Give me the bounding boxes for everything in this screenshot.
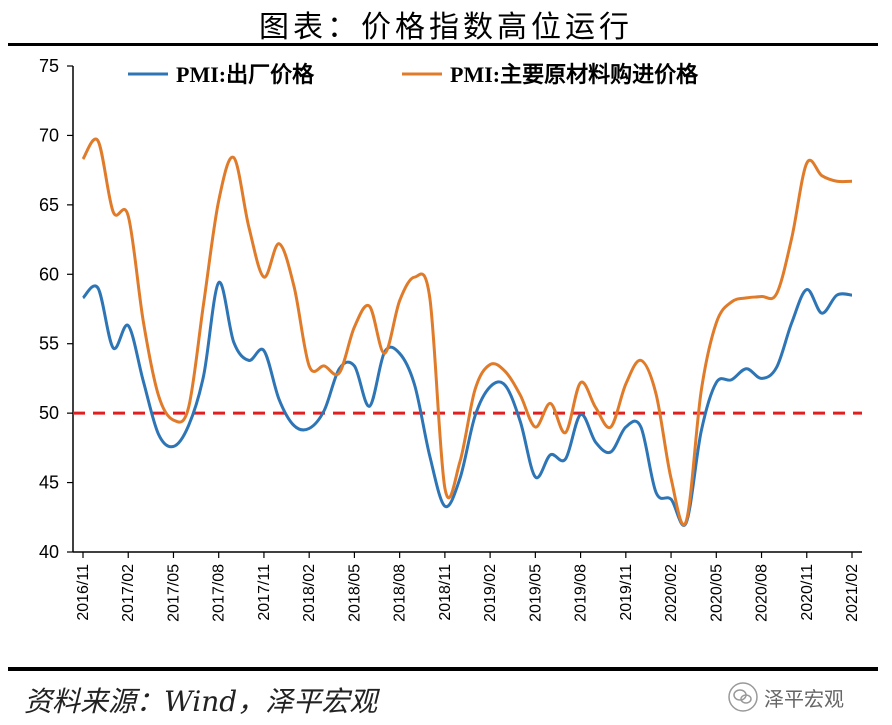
chart-axes: 40 45 50 55 60 65 70 75 2016/11 2017/02 2017/05 201… — [39, 56, 862, 622]
x-tick-label: 2017/05 — [165, 564, 182, 622]
legend-label-1: PMI:主要原材料购进价格 — [450, 62, 699, 87]
y-tick-label: 65 — [39, 195, 59, 215]
x-tick-label: 2019/05 — [527, 564, 544, 622]
chart: 40 45 50 55 60 65 70 75 2016/11 2017/02 2017/05 201… — [39, 56, 862, 622]
y-tick-label: 55 — [39, 334, 59, 354]
x-tick-label: 2018/08 — [392, 564, 409, 622]
top-rule — [8, 43, 878, 46]
y-tick-label: 45 — [39, 473, 59, 493]
bottom-rule — [8, 667, 878, 671]
y-tick-label: 60 — [39, 264, 59, 284]
legend-label-0: PMI:出厂价格 — [176, 62, 315, 87]
watermark-text: 泽平宏观 — [764, 686, 844, 711]
x-tick-label: 2016/11 — [75, 564, 92, 621]
y-tick-label: 75 — [39, 56, 59, 76]
x-tick-label: 2019/11 — [618, 564, 635, 621]
y-tick-label: 40 — [39, 542, 59, 562]
chart-legend: PMI:出厂价格 PMI:主要原材料购进价格 — [128, 62, 699, 87]
x-tick-label: 2017/08 — [211, 564, 228, 622]
series-line-0 — [81, 281, 853, 527]
x-tick-label: 2020/02 — [663, 564, 680, 622]
x-tick-label: 2021/02 — [844, 564, 861, 622]
y-tick-label: 70 — [39, 125, 59, 145]
x-tick-label: 2020/05 — [708, 564, 725, 622]
wechat-icon — [728, 682, 758, 712]
x-tick-label: 2018/02 — [301, 564, 318, 622]
y-tick-label: 50 — [39, 403, 59, 423]
chart-title: 图表：价格指数高位运行 — [259, 10, 633, 45]
x-tick-label: 2019/02 — [482, 564, 499, 622]
x-tick-label: 2017/02 — [120, 564, 137, 622]
source-note: 资料来源：Wind，泽平宏观 — [24, 685, 378, 718]
x-tick-label: 2018/11 — [437, 564, 454, 621]
x-tick-label: 2018/05 — [346, 564, 363, 622]
x-tick-label: 2020/08 — [754, 564, 771, 622]
x-tick-label: 2019/08 — [573, 564, 590, 622]
x-tick-label: 2017/11 — [256, 564, 273, 621]
watermark: 泽平宏观 — [728, 681, 844, 713]
series-lines — [81, 137, 853, 527]
series-line-1 — [81, 137, 853, 527]
x-tick-label: 2020/11 — [799, 564, 816, 621]
